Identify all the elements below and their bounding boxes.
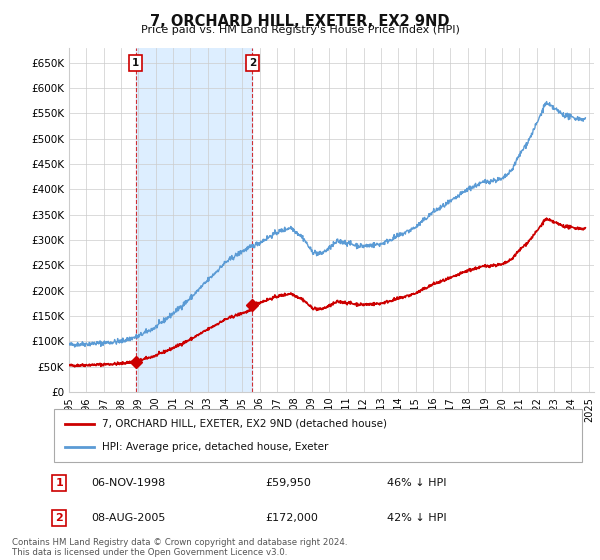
Text: 2: 2 xyxy=(55,513,63,523)
Text: 08-AUG-2005: 08-AUG-2005 xyxy=(91,513,166,523)
Text: 06-NOV-1998: 06-NOV-1998 xyxy=(91,478,165,488)
Text: 1: 1 xyxy=(132,58,139,68)
Text: HPI: Average price, detached house, Exeter: HPI: Average price, detached house, Exet… xyxy=(101,442,328,452)
Text: 7, ORCHARD HILL, EXETER, EX2 9ND: 7, ORCHARD HILL, EXETER, EX2 9ND xyxy=(150,14,450,29)
Text: £59,950: £59,950 xyxy=(265,478,311,488)
FancyBboxPatch shape xyxy=(54,409,582,462)
Text: Price paid vs. HM Land Registry's House Price Index (HPI): Price paid vs. HM Land Registry's House … xyxy=(140,25,460,35)
Text: £172,000: £172,000 xyxy=(265,513,318,523)
Text: 46% ↓ HPI: 46% ↓ HPI xyxy=(386,478,446,488)
Text: 42% ↓ HPI: 42% ↓ HPI xyxy=(386,513,446,523)
Bar xyxy=(136,48,253,392)
Text: 7, ORCHARD HILL, EXETER, EX2 9ND (detached house): 7, ORCHARD HILL, EXETER, EX2 9ND (detach… xyxy=(101,419,386,429)
Text: Contains HM Land Registry data © Crown copyright and database right 2024.
This d: Contains HM Land Registry data © Crown c… xyxy=(12,538,347,557)
Text: 1: 1 xyxy=(55,478,63,488)
Text: 2: 2 xyxy=(248,58,256,68)
